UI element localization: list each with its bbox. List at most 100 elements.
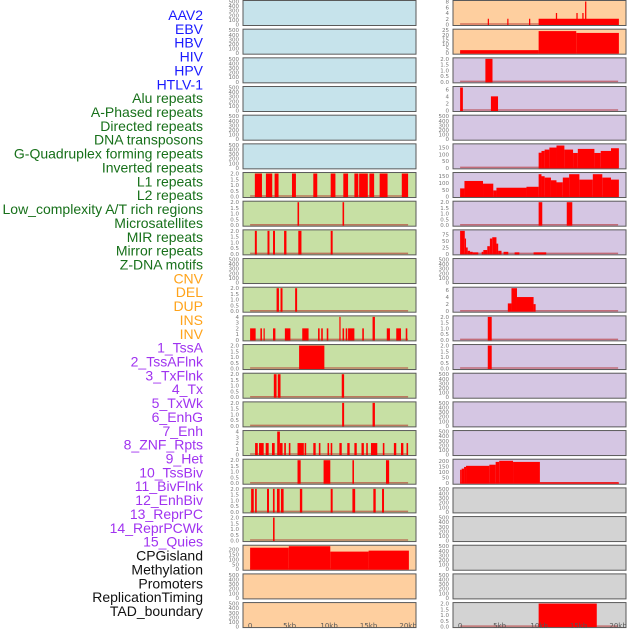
data-bar xyxy=(250,328,256,341)
y-tick-label: 2.0 xyxy=(230,200,239,206)
y-tick-label: 3 xyxy=(236,321,240,327)
data-bar xyxy=(464,466,467,484)
data-bar xyxy=(541,176,545,198)
y-tick-label: 300 xyxy=(439,525,450,531)
y-tick-label: 1.0 xyxy=(230,527,239,533)
data-bar xyxy=(330,551,369,570)
panel-background xyxy=(242,0,417,26)
data-bar xyxy=(538,174,542,198)
track-label: A-Phased repeats xyxy=(91,104,203,120)
track-label: 7_Enh xyxy=(163,423,203,439)
y-tick-label: 200 xyxy=(439,443,450,449)
data-bar xyxy=(299,345,325,370)
data-bar xyxy=(496,243,499,255)
y-tick-label: 75 xyxy=(442,233,449,239)
data-bar xyxy=(562,177,570,198)
data-bar xyxy=(382,488,385,513)
y-tick-label: 0.5 xyxy=(230,418,239,424)
y-tick-label: 400 xyxy=(229,606,240,612)
y-tick-label: 100 xyxy=(229,104,240,110)
data-bar xyxy=(495,461,500,484)
track-panel: 0.00.51.01.52.0 xyxy=(230,458,417,487)
data-bar xyxy=(345,328,348,341)
data-bar xyxy=(576,13,578,25)
data-bar xyxy=(511,288,517,312)
y-tick-label: 400 xyxy=(439,377,450,383)
data-bar xyxy=(372,402,375,427)
data-bar xyxy=(541,150,545,169)
data-bar xyxy=(298,230,302,255)
data-bar xyxy=(265,173,273,198)
y-tick-label: 0.0 xyxy=(230,252,239,258)
data-bar xyxy=(343,173,349,198)
data-bar xyxy=(267,488,269,513)
panel-background xyxy=(452,401,627,428)
y-tick-label: 200 xyxy=(439,558,450,564)
panel-background xyxy=(242,286,417,313)
y-tick-label: 1.0 xyxy=(230,183,239,189)
data-bar xyxy=(533,252,547,255)
y-tick-label: 500 xyxy=(229,143,240,149)
y-tick-label: 200 xyxy=(229,548,240,554)
y-tick-label: 0.5 xyxy=(230,389,239,395)
y-tick-label: 0.5 xyxy=(230,533,239,539)
track-label: 4_Tx xyxy=(172,381,203,397)
data-bar xyxy=(539,482,619,484)
track-label: ReplicationTiming xyxy=(92,589,203,605)
data-bar xyxy=(373,488,376,513)
y-tick-label: 0.0 xyxy=(230,510,239,516)
y-tick-label: 100 xyxy=(439,152,450,158)
x-tick-label: 15kb xyxy=(360,622,378,630)
y-tick-label: 2.0 xyxy=(230,401,239,407)
y-tick-label: 200 xyxy=(229,42,240,48)
track-label: CPGisland xyxy=(136,548,203,564)
y-tick-label: 2.0 xyxy=(230,516,239,522)
y-tick-label: 500 xyxy=(229,57,240,63)
y-tick-label: 0 xyxy=(236,51,240,57)
y-tick-label: 100 xyxy=(439,591,450,597)
data-bar xyxy=(538,18,619,25)
y-tick-label: 0 xyxy=(446,596,450,602)
data-bar xyxy=(297,202,300,226)
y-tick-label: 0.0 xyxy=(440,625,449,630)
panel-background xyxy=(242,143,417,170)
track-panel: 0.00.51.01.52.0 xyxy=(230,372,417,401)
track-label: 15_Quies xyxy=(143,534,203,550)
panel-background xyxy=(242,487,417,514)
data-bar xyxy=(361,443,364,456)
y-tick-label: 50 xyxy=(442,188,449,194)
y-tick-label: 500 xyxy=(439,401,450,407)
data-bar xyxy=(339,443,342,456)
y-tick-label: 500 xyxy=(229,28,240,34)
y-tick-label: 100 xyxy=(439,133,450,139)
y-tick-label: 2.0 xyxy=(440,344,449,350)
y-tick-label: 1.0 xyxy=(230,384,239,390)
data-bar xyxy=(470,251,473,255)
y-tick-label: 0 xyxy=(236,137,240,143)
y-tick-label: 2.0 xyxy=(440,57,449,63)
data-bar xyxy=(544,149,550,169)
data-bar xyxy=(379,173,388,198)
data-bar xyxy=(284,443,286,456)
y-tick-label: 4 xyxy=(236,315,240,321)
data-bar xyxy=(366,443,368,456)
data-bar xyxy=(483,183,494,198)
y-tick-label: 500 xyxy=(229,114,240,120)
panel-background xyxy=(452,487,627,514)
y-tick-label: 100 xyxy=(439,448,450,454)
y-tick-label: 400 xyxy=(229,262,240,268)
y-tick-label: 100 xyxy=(439,563,450,569)
track-label: G-Quadruplex forming repeats xyxy=(14,146,203,162)
track-label: 9_Het xyxy=(166,451,203,467)
data-bar xyxy=(260,328,262,341)
y-tick-label: 25 xyxy=(442,245,449,251)
data-bar xyxy=(273,328,276,341)
data-bar xyxy=(299,488,303,513)
y-tick-label: 6 xyxy=(446,5,450,11)
